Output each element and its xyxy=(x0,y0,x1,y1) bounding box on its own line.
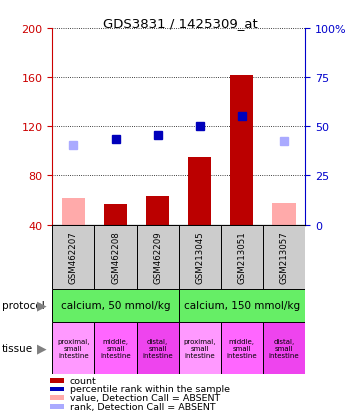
Bar xyxy=(179,225,221,289)
Bar xyxy=(50,404,64,409)
Text: GSM462208: GSM462208 xyxy=(111,231,120,283)
Text: calcium, 50 mmol/kg: calcium, 50 mmol/kg xyxy=(61,301,170,311)
Bar xyxy=(188,158,211,225)
Bar xyxy=(179,289,305,322)
Text: count: count xyxy=(70,376,97,385)
Bar xyxy=(52,289,179,322)
Text: GSM213045: GSM213045 xyxy=(195,231,204,283)
Bar xyxy=(136,225,179,289)
Text: protocol: protocol xyxy=(2,301,44,311)
Bar xyxy=(62,198,85,225)
Bar xyxy=(50,387,64,392)
Text: tissue: tissue xyxy=(2,343,33,353)
Text: ▶: ▶ xyxy=(37,342,46,354)
Text: value, Detection Call = ABSENT: value, Detection Call = ABSENT xyxy=(70,393,220,402)
Text: ▶: ▶ xyxy=(37,299,46,312)
Bar xyxy=(136,322,179,374)
Bar xyxy=(50,378,64,382)
Bar xyxy=(179,322,221,374)
Bar xyxy=(146,197,169,225)
Text: calcium, 150 mmol/kg: calcium, 150 mmol/kg xyxy=(184,301,300,311)
Bar xyxy=(95,225,136,289)
Bar xyxy=(52,322,95,374)
Text: distal,
small
intestine: distal, small intestine xyxy=(142,338,173,358)
Bar xyxy=(104,204,127,225)
Text: middle,
small
intestine: middle, small intestine xyxy=(227,338,257,358)
Text: GSM213051: GSM213051 xyxy=(238,231,246,283)
Bar xyxy=(273,203,296,225)
Text: GDS3831 / 1425309_at: GDS3831 / 1425309_at xyxy=(103,17,258,29)
Bar xyxy=(221,322,263,374)
Text: proximal,
small
intestine: proximal, small intestine xyxy=(183,338,216,358)
Text: GSM462209: GSM462209 xyxy=(153,231,162,283)
Bar xyxy=(221,225,263,289)
Bar xyxy=(50,395,64,400)
Text: proximal,
small
intestine: proximal, small intestine xyxy=(57,338,90,358)
Bar xyxy=(95,322,136,374)
Text: rank, Detection Call = ABSENT: rank, Detection Call = ABSENT xyxy=(70,402,216,411)
Text: GSM462207: GSM462207 xyxy=(69,231,78,283)
Text: middle,
small
intestine: middle, small intestine xyxy=(100,338,131,358)
Bar xyxy=(263,225,305,289)
Bar xyxy=(230,76,253,225)
Text: distal,
small
intestine: distal, small intestine xyxy=(269,338,299,358)
Bar xyxy=(263,322,305,374)
Text: percentile rank within the sample: percentile rank within the sample xyxy=(70,385,230,394)
Text: GSM213057: GSM213057 xyxy=(279,231,288,283)
Bar xyxy=(52,225,95,289)
